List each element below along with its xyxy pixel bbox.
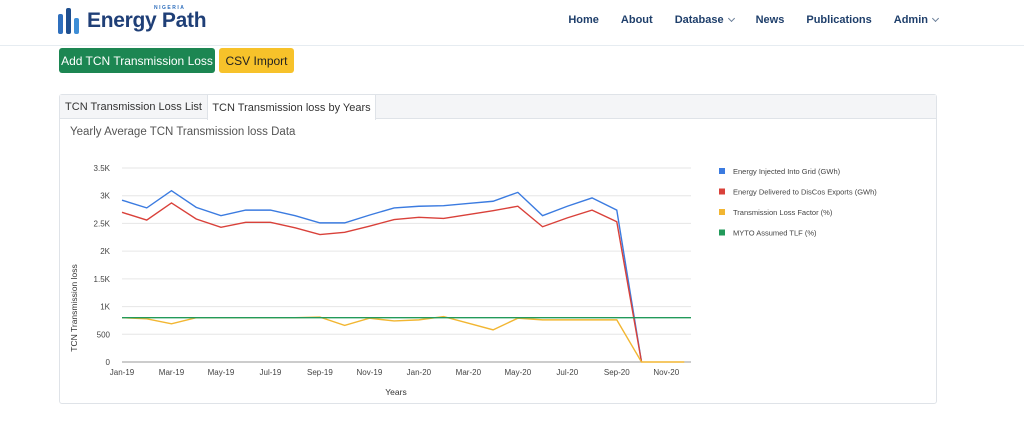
energy-path-logo[interactable]: Energy Path NIGERIA — [58, 5, 207, 36]
x-axis-label: Years — [385, 387, 406, 397]
csv-import-button[interactable]: CSV Import — [219, 48, 294, 73]
x-tick-label: May-20 — [504, 368, 531, 377]
nav-admin-label: Admin — [893, 14, 928, 26]
legend-label[interactable]: MYTO Assumed TLF (%) — [733, 229, 817, 238]
top-navbar: Energy Path NIGERIA Home About Database … — [0, 0, 1024, 46]
chart-series — [121, 189, 691, 363]
series-line — [121, 202, 643, 363]
y-tick-label: 0 — [106, 358, 111, 367]
main-nav-menu: Home About Database News Publications Ad… — [546, 14, 940, 26]
y-tick-label: 3.5K — [94, 164, 111, 173]
series-line — [121, 189, 643, 363]
x-tick-label: Jul-20 — [556, 368, 578, 377]
logo-tagline: NIGERIA — [154, 5, 186, 11]
add-tcn-transmission-loss-button[interactable]: Add TCN Transmission Loss — [59, 48, 215, 73]
legend-swatch — [719, 188, 725, 195]
legend-swatch — [719, 229, 725, 236]
nav-item-database[interactable]: Database — [674, 14, 735, 26]
legend-swatch — [719, 209, 725, 215]
nav-database-label: Database — [674, 14, 724, 26]
chart-legend: Energy Injected Into Grid (GWh) Energy De… — [719, 167, 877, 238]
chevron-down-icon — [727, 14, 735, 23]
chart-card: TCN Transmission Loss List TCN Transmiss… — [59, 94, 937, 404]
x-tick-label: Mar-19 — [159, 368, 185, 377]
x-tick-label: Sep-20 — [604, 368, 630, 377]
legend-label[interactable]: Transmission Loss Factor (%) — [733, 208, 833, 217]
y-tick-label: 2.5K — [94, 219, 111, 228]
legend-label[interactable]: Energy Delivered to DisCos Exports (GWh) — [733, 188, 877, 197]
chart-grid — [122, 167, 691, 363]
logo-text: Energy Path — [87, 9, 207, 32]
nav-item-news[interactable]: News — [756, 14, 785, 26]
nav-about-label: About — [620, 14, 653, 26]
chevron-down-icon — [931, 14, 940, 23]
legend-label[interactable]: Energy Injected Into Grid (GWh) — [733, 167, 841, 176]
y-tick-label: 1K — [100, 303, 110, 312]
y-tick-label: 500 — [97, 330, 111, 339]
legend-swatch — [719, 168, 725, 174]
nav-publications-label: Publications — [806, 14, 872, 26]
y-axis-ticks: 0 500 1K 1.5K 2K 2.5K 3K 3.5K — [94, 164, 111, 367]
tab-transmission-loss-list[interactable]: TCN Transmission Loss List — [65, 101, 202, 113]
x-tick-label: Sep-19 — [307, 368, 333, 377]
nav-home-label: Home — [568, 14, 599, 26]
nav-item-publications[interactable]: Publications — [806, 14, 871, 26]
x-tick-label: Jan-20 — [407, 368, 432, 377]
tab-bar: TCN Transmission Loss List TCN Transmiss… — [60, 95, 936, 120]
panel-title: Yearly Average TCN Transmission loss Dat… — [70, 126, 296, 138]
x-tick-label: Nov-20 — [653, 368, 679, 377]
nav-item-about[interactable]: About — [621, 14, 653, 26]
y-axis-label: TCN Transmission loss — [69, 264, 79, 351]
nav-item-admin[interactable]: Admin — [893, 14, 940, 26]
tab-transmission-loss-by-years[interactable]: TCN Transmission loss by Years — [207, 95, 376, 120]
line-chart: 0 500 1K 1.5K 2K 2.5K 3K 3.5K Jan-19 Mar-19 May-1… — [69, 164, 877, 397]
nav-news-label: News — [755, 14, 785, 26]
series-line — [121, 315, 685, 363]
y-tick-label: 3K — [100, 192, 110, 201]
x-tick-label: Mar-20 — [456, 368, 482, 377]
x-tick-label: Jan-19 — [110, 368, 135, 377]
logo-bars-icon — [58, 8, 79, 34]
x-axis-ticks: Jan-19 Mar-19 May-19 Jul-19 Sep-19 Nov-19 Jan-… — [110, 368, 680, 377]
x-tick-label: Jul-19 — [260, 368, 282, 377]
nav-item-home[interactable]: Home — [568, 14, 599, 26]
x-tick-label: Nov-19 — [356, 368, 382, 377]
y-tick-label: 1.5K — [94, 275, 111, 284]
y-tick-label: 2K — [100, 247, 110, 256]
x-tick-label: May-19 — [208, 368, 235, 377]
